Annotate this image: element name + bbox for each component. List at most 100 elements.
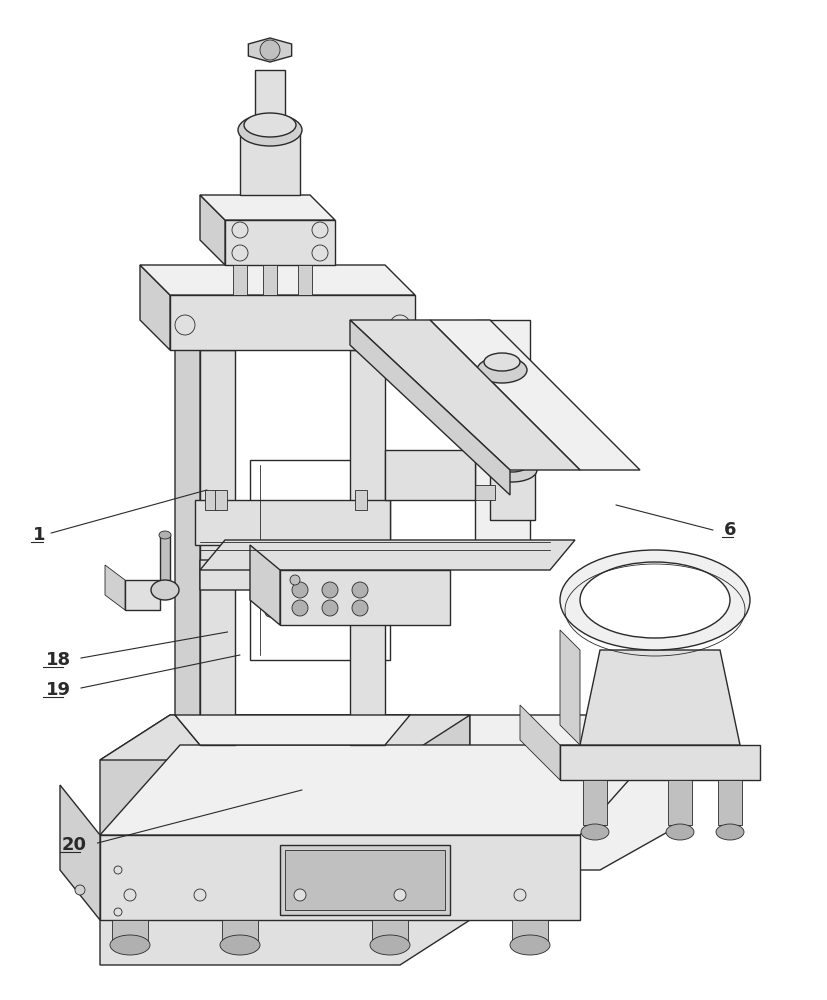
Polygon shape xyxy=(560,630,580,745)
Polygon shape xyxy=(583,780,607,825)
Polygon shape xyxy=(100,825,470,965)
Polygon shape xyxy=(298,265,312,295)
Polygon shape xyxy=(125,580,160,610)
Polygon shape xyxy=(200,195,225,265)
Polygon shape xyxy=(100,835,580,920)
Polygon shape xyxy=(490,470,535,520)
Ellipse shape xyxy=(514,889,526,901)
Ellipse shape xyxy=(352,600,368,616)
Text: 18: 18 xyxy=(45,651,70,669)
Ellipse shape xyxy=(322,600,338,616)
Polygon shape xyxy=(100,745,660,835)
Polygon shape xyxy=(222,920,258,945)
Polygon shape xyxy=(580,650,740,745)
Polygon shape xyxy=(200,560,410,590)
Polygon shape xyxy=(112,920,148,945)
Polygon shape xyxy=(140,265,415,295)
Ellipse shape xyxy=(260,40,280,60)
Polygon shape xyxy=(195,500,390,545)
Polygon shape xyxy=(200,540,575,570)
Polygon shape xyxy=(512,920,548,945)
Polygon shape xyxy=(250,460,390,660)
Polygon shape xyxy=(475,320,530,560)
Polygon shape xyxy=(465,485,495,500)
Polygon shape xyxy=(263,265,277,295)
Polygon shape xyxy=(355,490,367,510)
Text: 19: 19 xyxy=(45,681,70,699)
Polygon shape xyxy=(205,490,217,510)
Ellipse shape xyxy=(581,824,609,840)
Ellipse shape xyxy=(232,245,248,261)
Ellipse shape xyxy=(244,113,296,137)
Ellipse shape xyxy=(194,889,206,901)
Polygon shape xyxy=(240,130,300,195)
Polygon shape xyxy=(60,785,100,920)
Ellipse shape xyxy=(151,580,179,600)
Polygon shape xyxy=(520,705,560,780)
Polygon shape xyxy=(200,195,335,220)
Ellipse shape xyxy=(294,889,306,901)
Polygon shape xyxy=(175,715,410,745)
Ellipse shape xyxy=(716,824,744,840)
Ellipse shape xyxy=(290,575,300,585)
Bar xyxy=(280,845,450,915)
Ellipse shape xyxy=(510,935,550,955)
Polygon shape xyxy=(225,220,335,265)
Polygon shape xyxy=(372,920,408,945)
Polygon shape xyxy=(200,350,235,745)
Ellipse shape xyxy=(292,582,308,598)
Ellipse shape xyxy=(238,114,302,146)
Polygon shape xyxy=(250,545,280,625)
Polygon shape xyxy=(560,745,760,780)
Ellipse shape xyxy=(394,889,406,901)
Ellipse shape xyxy=(666,824,694,840)
Ellipse shape xyxy=(292,600,308,616)
Polygon shape xyxy=(450,385,485,400)
Ellipse shape xyxy=(484,353,520,371)
Ellipse shape xyxy=(352,582,368,598)
Polygon shape xyxy=(350,320,580,470)
Polygon shape xyxy=(215,490,227,510)
Ellipse shape xyxy=(312,222,328,238)
Ellipse shape xyxy=(114,908,122,916)
Text: 6: 6 xyxy=(724,521,736,539)
Polygon shape xyxy=(100,715,470,760)
Text: 20: 20 xyxy=(62,836,87,854)
Ellipse shape xyxy=(322,582,338,598)
Ellipse shape xyxy=(390,315,410,335)
Polygon shape xyxy=(233,265,247,295)
Polygon shape xyxy=(385,450,475,500)
Polygon shape xyxy=(480,370,525,420)
Ellipse shape xyxy=(477,357,527,383)
Ellipse shape xyxy=(75,885,85,895)
Ellipse shape xyxy=(110,935,150,955)
Ellipse shape xyxy=(265,607,275,617)
Polygon shape xyxy=(248,38,292,62)
Ellipse shape xyxy=(232,222,248,238)
Ellipse shape xyxy=(370,935,410,955)
Polygon shape xyxy=(140,265,170,350)
Polygon shape xyxy=(718,780,742,825)
Polygon shape xyxy=(255,70,285,125)
Ellipse shape xyxy=(487,458,537,482)
Polygon shape xyxy=(170,295,415,350)
Polygon shape xyxy=(160,535,170,590)
Polygon shape xyxy=(350,350,385,745)
Ellipse shape xyxy=(124,889,136,901)
Ellipse shape xyxy=(175,315,195,335)
Polygon shape xyxy=(280,570,450,625)
Polygon shape xyxy=(668,780,692,825)
Polygon shape xyxy=(100,715,470,870)
Ellipse shape xyxy=(312,245,328,261)
Polygon shape xyxy=(400,715,680,870)
Polygon shape xyxy=(350,320,510,495)
Polygon shape xyxy=(175,320,200,745)
Ellipse shape xyxy=(159,531,171,539)
Ellipse shape xyxy=(494,454,530,472)
Ellipse shape xyxy=(580,562,730,638)
Bar xyxy=(285,850,445,910)
Ellipse shape xyxy=(560,550,750,650)
Polygon shape xyxy=(430,320,640,470)
Ellipse shape xyxy=(220,935,260,955)
Ellipse shape xyxy=(450,388,460,398)
